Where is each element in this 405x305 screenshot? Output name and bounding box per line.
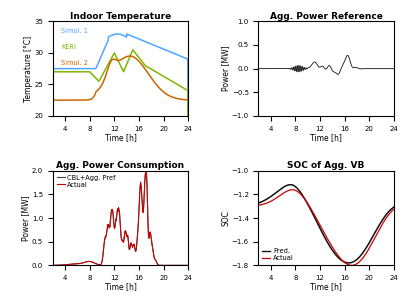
Text: Simul. 2: Simul. 2 (61, 60, 88, 66)
Y-axis label: Power [MW]: Power [MW] (21, 195, 30, 241)
Y-axis label: Power [MW]: Power [MW] (221, 46, 230, 92)
X-axis label: Time [h]: Time [h] (104, 133, 136, 142)
Y-axis label: SOC: SOC (221, 210, 230, 226)
Title: Agg. Power Consumption: Agg. Power Consumption (56, 161, 184, 170)
X-axis label: Time [h]: Time [h] (309, 282, 341, 292)
Title: SOC of Agg. VB: SOC of Agg. VB (287, 161, 364, 170)
Y-axis label: Temperature [°C]: Temperature [°C] (23, 36, 32, 102)
Legend: CBL+Agg. Pref, Actual: CBL+Agg. Pref, Actual (56, 174, 116, 188)
Text: Simul. 1: Simul. 1 (61, 28, 87, 34)
Text: KERI: KERI (61, 44, 76, 50)
Title: Agg. Power Reference: Agg. Power Reference (269, 12, 382, 20)
Legend: Pred., Actual: Pred., Actual (261, 248, 294, 262)
X-axis label: Time [h]: Time [h] (104, 282, 136, 292)
Title: Indoor Temperature: Indoor Temperature (70, 12, 171, 20)
X-axis label: Time [h]: Time [h] (309, 133, 341, 142)
